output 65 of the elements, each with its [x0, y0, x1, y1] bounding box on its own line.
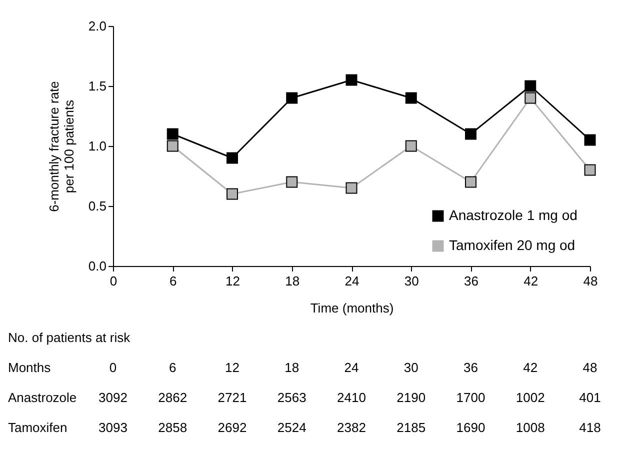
legend-label: Anastrozole 1 mg od	[449, 207, 578, 223]
text: 2185	[396, 420, 426, 435]
point	[584, 164, 596, 176]
y-axis-title: 6-monthly fracture rate per 100 patients	[46, 81, 76, 212]
text: 1002	[516, 390, 545, 405]
text: 2563	[277, 390, 306, 405]
text: Months	[8, 360, 52, 375]
text: 2524	[277, 420, 306, 435]
x-tick-label: 48	[583, 274, 598, 288]
x-tick-label: 30	[404, 274, 419, 288]
point	[584, 134, 596, 146]
point	[166, 128, 178, 140]
y-tick-label: 0.0	[88, 258, 106, 274]
text: 1008	[516, 420, 545, 435]
point	[405, 92, 417, 104]
point	[226, 152, 238, 164]
text: 2858	[158, 420, 188, 435]
text: 12	[225, 360, 240, 375]
text: 18	[284, 360, 300, 375]
text: 1700	[456, 390, 486, 405]
x-tick-label: 36	[464, 274, 478, 288]
y-tick-label: 2.0	[88, 18, 106, 34]
text: 418	[579, 420, 601, 435]
text: 2692	[218, 420, 247, 435]
text: Tamoxifen	[8, 420, 68, 435]
x-axis-title: Time (months)	[310, 300, 394, 316]
y-tick-label: 1.5	[88, 78, 106, 94]
y-tick-label: 0.5	[88, 198, 106, 214]
text: 401	[579, 390, 601, 405]
point	[166, 140, 178, 152]
point	[286, 92, 298, 104]
legend-label: Tamoxifen 20 mg od	[449, 237, 576, 253]
text: 48	[582, 360, 598, 375]
text: 2410	[337, 390, 366, 405]
x-tick-label: 24	[344, 274, 360, 288]
text: 2721	[218, 390, 247, 405]
x-tick-label: 42	[524, 274, 538, 288]
point	[524, 92, 536, 104]
point	[286, 176, 298, 188]
text: 36	[464, 360, 478, 375]
text: 6	[169, 360, 176, 375]
x-tick-label: 6	[170, 274, 177, 288]
text: 2382	[337, 420, 366, 435]
point	[405, 140, 417, 152]
x-tick-label: 12	[226, 274, 240, 288]
point	[346, 182, 358, 194]
y-tick-label: 1.0	[88, 138, 106, 154]
x-tick-label: 0	[110, 274, 118, 288]
text: 42	[523, 360, 538, 375]
text: 0	[109, 360, 117, 375]
text: 24	[344, 360, 359, 375]
text: 3092	[98, 390, 128, 405]
text: 1690	[456, 420, 486, 435]
text: Anastrozole	[8, 390, 77, 405]
text: 30	[404, 360, 418, 375]
point	[524, 80, 536, 92]
text: No. of patients at risk	[8, 330, 131, 345]
point	[226, 188, 238, 200]
x-tick-label: 18	[285, 274, 300, 288]
text: 2862	[158, 390, 188, 405]
point	[465, 176, 476, 188]
point	[346, 74, 358, 86]
point	[465, 128, 476, 140]
text: 3093	[98, 420, 128, 435]
text: 2190	[396, 390, 426, 405]
